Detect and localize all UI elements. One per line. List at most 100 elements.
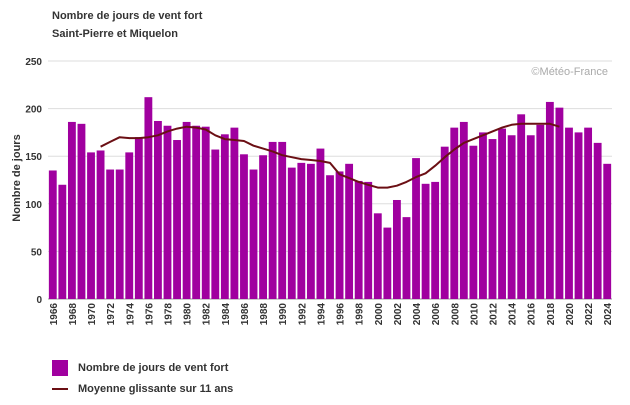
x-tick-label: 1970 — [87, 303, 98, 326]
x-tick-label: 1994 — [316, 303, 327, 326]
bar-1976 — [144, 97, 153, 300]
x-tick-label: 1980 — [183, 303, 194, 326]
bar-1972 — [106, 169, 115, 299]
bar-2017 — [536, 124, 545, 299]
x-tick-label: 1968 — [68, 303, 79, 326]
bar-2016 — [526, 135, 535, 299]
bar-1984 — [220, 134, 229, 299]
bar-2024 — [603, 163, 612, 299]
legend-item-bars: Nombre de jours de vent fort — [52, 360, 228, 376]
x-tick-label: 1966 — [49, 303, 60, 326]
bar-2009 — [459, 121, 468, 299]
x-tick-label: 2012 — [489, 303, 500, 326]
x-tick-label: 1990 — [278, 303, 289, 326]
y-axis-label: Nombre de jours — [11, 134, 23, 221]
chart-subtitle: Saint-Pierre et Miquelon — [52, 28, 178, 40]
bar-2010 — [469, 145, 478, 299]
bar-2001 — [383, 227, 392, 299]
x-tick-label: 1974 — [125, 303, 136, 326]
bar-1995 — [326, 175, 334, 299]
legend-bar-swatch — [52, 360, 68, 376]
y-tick-label: 50 — [31, 247, 43, 258]
bar-1999 — [364, 181, 373, 299]
bar-1971 — [96, 150, 105, 299]
x-tick-label: 1986 — [240, 303, 251, 326]
bar-2012 — [488, 139, 497, 299]
y-tick-label: 150 — [25, 152, 42, 163]
x-tick-label: 2014 — [508, 303, 519, 326]
bar-1988 — [259, 155, 268, 299]
x-tick-label: 1982 — [202, 303, 213, 326]
bar-1977 — [154, 120, 162, 299]
watermark: ©Météo-France — [531, 66, 608, 78]
bar-2007 — [440, 146, 449, 299]
x-tick-label: 1992 — [297, 303, 308, 326]
x-tick-label: 1976 — [144, 303, 155, 326]
bar-1996 — [335, 171, 344, 299]
bar-1998 — [354, 180, 363, 299]
bar-2015 — [517, 114, 526, 299]
x-tick-label: 1998 — [355, 303, 366, 326]
bar-1986 — [240, 154, 248, 299]
bar-2003 — [402, 217, 411, 299]
bar-1979 — [173, 140, 181, 299]
chart-title: Nombre de jours de vent fort — [52, 10, 203, 22]
x-tick-label: 2020 — [565, 303, 576, 326]
bar-2018 — [545, 101, 554, 299]
bar-2000 — [373, 213, 382, 299]
y-tick-label: 200 — [25, 105, 42, 116]
bar-1991 — [287, 167, 296, 299]
bar-series — [48, 97, 612, 300]
x-axis: 1966 1968 1970 1972 1974 1976 1978 1980 1982 1984… — [49, 303, 614, 326]
bar-1987 — [249, 169, 258, 299]
y-tick-label: 100 — [25, 200, 42, 211]
bar-2002 — [392, 199, 401, 299]
moving-average-series — [100, 122, 560, 189]
legend-bar-label: Nombre de jours de vent fort — [78, 362, 229, 374]
legend-line-label: Moyenne glissante sur 11 ans — [78, 383, 234, 395]
bar-1983 — [211, 149, 220, 299]
bar-1975 — [134, 137, 143, 299]
x-tick-label: 1984 — [221, 303, 232, 326]
bar-2022 — [584, 127, 593, 299]
bar-2023 — [593, 142, 602, 299]
bar-1978 — [163, 125, 172, 300]
x-tick-label: 1996 — [336, 303, 347, 326]
bar-1974 — [125, 152, 134, 299]
bar-1967 — [58, 184, 67, 299]
x-tick-label: 2016 — [527, 303, 538, 326]
x-tick-label: 2000 — [374, 303, 385, 326]
bar-1993 — [306, 163, 315, 299]
x-tick-label: 2006 — [431, 303, 442, 326]
bar-2020 — [565, 127, 573, 299]
bar-1970 — [87, 152, 95, 299]
x-tick-label: 2022 — [584, 303, 595, 326]
legend-item-line: Moyenne glissante sur 11 ans — [52, 383, 233, 395]
bar-1973 — [115, 169, 124, 299]
moving-average-line — [100, 122, 560, 189]
bar-1968 — [67, 121, 76, 299]
y-tick-label: 250 — [25, 57, 42, 68]
legend-line-swatch — [52, 388, 68, 390]
x-tick-label: 1978 — [164, 303, 175, 326]
x-tick-label: 2024 — [603, 303, 614, 326]
x-tick-label: 1972 — [106, 303, 117, 326]
bar-2006 — [431, 181, 440, 299]
bar-2005 — [421, 183, 430, 299]
bar-2014 — [507, 135, 516, 299]
bar-1990 — [278, 141, 287, 299]
x-tick-label: 2018 — [546, 303, 557, 326]
bar-2019 — [555, 107, 564, 299]
bar-1980 — [182, 121, 191, 299]
bar-1966 — [48, 170, 57, 299]
bar-2004 — [412, 158, 420, 299]
bar-2011 — [479, 132, 487, 299]
x-tick-label: 2008 — [450, 303, 461, 326]
y-tick-label: 0 — [36, 295, 42, 306]
bar-2021 — [574, 132, 583, 299]
bar-1985 — [230, 127, 239, 299]
bar-1994 — [316, 148, 325, 299]
y-axis: 0 50 100 150 200 250 — [25, 57, 42, 306]
bar-1982 — [201, 126, 210, 299]
